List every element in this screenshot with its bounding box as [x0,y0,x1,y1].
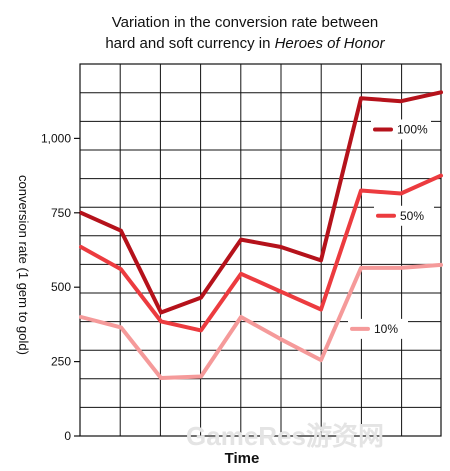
y-axis-label: conversion rate (1 gem to gold) [16,175,31,355]
legend-label-100pct: 100% [397,122,428,136]
legend-label-50pct: 50% [400,209,424,223]
series-line-50pct [79,173,443,333]
y-tick-label-250: 250 [51,355,71,369]
legend-background-10pct [348,318,408,339]
x-axis-label: Time [225,450,260,467]
chart-title-line-2: hard and soft currency in Heroes of Hono… [105,35,385,52]
legend: 100% 50% 10% [348,119,434,339]
y-tick-labels: 0 250 500 750 1,000 [41,131,80,443]
series-line-10pct [79,262,443,380]
legend-item-50pct: 50% [374,205,434,226]
chart-title-game-name: Heroes of Honor [275,35,386,52]
series-layer [79,90,443,380]
y-tick-label-0: 0 [64,429,71,443]
y-tick-label-1000: 1,000 [41,131,71,145]
legend-label-10pct: 10% [374,322,398,336]
y-tick-label-500: 500 [51,280,71,294]
legend-item-10pct: 10% [348,318,408,339]
chart-title-prefix: hard and soft currency in [105,35,274,52]
watermark: GameRes游资网 [186,421,384,451]
y-tick-label-750: 750 [51,206,71,220]
legend-background-100pct [371,119,431,140]
legend-item-100pct: 100% [371,119,431,140]
legend-background-50pct [374,205,434,226]
series-line-100pct [79,90,443,315]
chart-title-line-1: Variation in the conversion rate between [112,14,379,31]
